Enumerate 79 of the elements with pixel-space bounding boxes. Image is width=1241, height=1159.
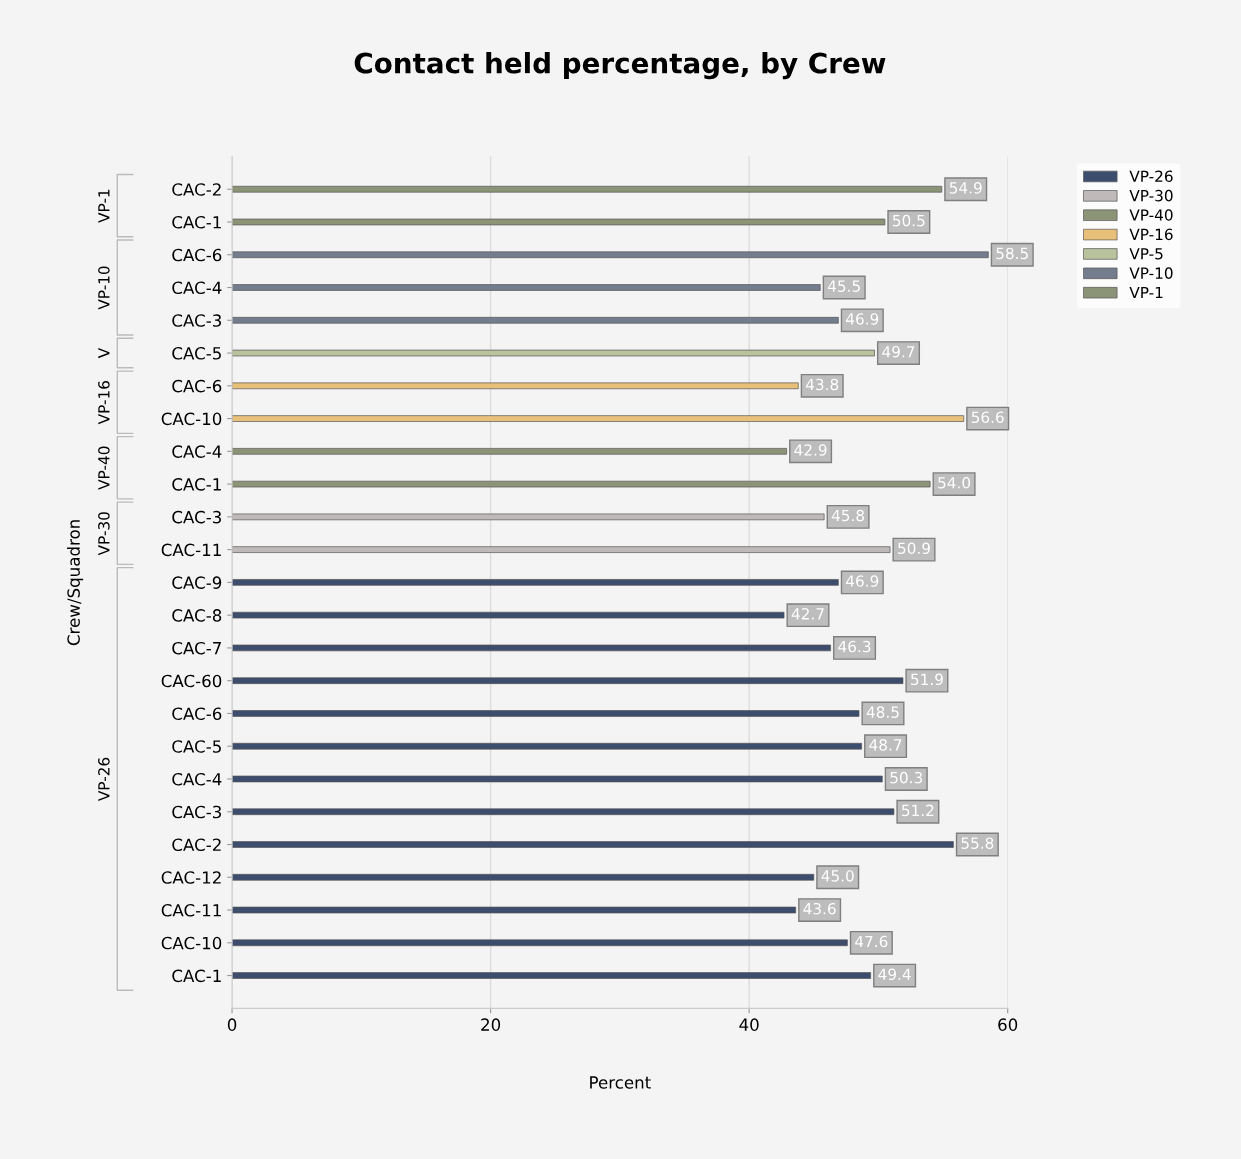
y-tick-label: CAC-1 <box>172 478 221 491</box>
text: V <box>98 347 110 359</box>
text: 45.5 <box>827 280 860 292</box>
y-tick-label: CAC-4 <box>172 281 222 295</box>
y-tick-label: CAC-4 <box>172 772 222 786</box>
y-tick-label: CAC-2 <box>172 838 221 852</box>
text: 47.6 <box>855 935 888 948</box>
legend-label: VP-1 <box>1129 286 1163 299</box>
x-tick-label: 0 <box>227 1018 237 1031</box>
text: VP-30 <box>98 512 110 556</box>
x-axis-title: Percent <box>590 1076 651 1089</box>
y-tick-label: CAC-60 <box>161 674 222 688</box>
chart-title: Contact held percentage, by Crew <box>354 52 886 80</box>
y-tick-label: CAC-7 <box>172 641 221 655</box>
bar <box>232 579 839 586</box>
y-tick-label: CAC-6 <box>172 707 222 721</box>
y-tick-label: CAC-11 <box>161 904 221 917</box>
text: 50.9 <box>898 542 930 555</box>
y-tick-label: CAC-6 <box>172 248 222 262</box>
legend-label: VP-16 <box>1129 228 1173 241</box>
y-tick-label: CAC-8 <box>172 609 222 622</box>
y-tick-label: CAC-5 <box>172 740 221 753</box>
text: 43.8 <box>805 378 839 391</box>
text: 46.3 <box>838 640 871 653</box>
text: VP-40 <box>98 446 110 490</box>
text: 51.9 <box>911 673 943 686</box>
bar <box>232 415 965 422</box>
bar <box>232 284 821 291</box>
y-tick-label: CAC-5 <box>172 347 221 360</box>
legend-label: VP-30 <box>1129 189 1173 202</box>
text: 48.5 <box>866 706 899 718</box>
text: VP-10 <box>98 266 110 310</box>
y-tick-label: CAC-11 <box>161 543 221 557</box>
y-tick-label: CAC-10 <box>161 412 222 426</box>
text: 42.9 <box>794 444 827 456</box>
x-tick-label: 60 <box>998 1018 1018 1031</box>
text: 58.5 <box>996 247 1028 260</box>
bar <box>232 972 872 979</box>
legend-label: VP-10 <box>1129 267 1173 279</box>
bar <box>232 677 904 684</box>
y-tick-label: CAC-3 <box>172 314 222 327</box>
legend-label: VP-26 <box>1129 170 1173 183</box>
text: VP-26 <box>98 757 110 801</box>
bar <box>232 841 954 848</box>
x-tick-label: 20 <box>481 1018 501 1031</box>
text: 48.7 <box>869 739 902 751</box>
text: 56.6 <box>971 411 1004 424</box>
y-tick-label: CAC-2 <box>172 183 221 196</box>
text: 46.9 <box>846 575 879 587</box>
text: 50.5 <box>893 214 925 227</box>
text: 54.0 <box>938 476 971 489</box>
y-tick-label: CAC-4 <box>172 445 222 458</box>
text: 55.8 <box>961 837 994 849</box>
y-tick-label: CAC-6 <box>172 379 222 393</box>
text: VP-1 <box>98 189 110 223</box>
text: 45.0 <box>821 870 854 882</box>
text: 49.7 <box>882 345 915 358</box>
legend-label: VP-5 <box>1129 248 1163 260</box>
y-tick-label: CAC-12 <box>161 871 221 884</box>
text: 45.8 <box>831 509 865 522</box>
text: 51.2 <box>902 804 934 817</box>
y-tick-label: CAC-9 <box>172 576 222 589</box>
y-tick-label: CAC-10 <box>161 936 222 950</box>
x-tick-label: 40 <box>739 1018 759 1031</box>
text: VP-16 <box>98 381 110 425</box>
y-tick-label: CAC-1 <box>172 969 221 983</box>
text: 43.6 <box>803 902 836 915</box>
bar <box>232 448 787 455</box>
text: 46.9 <box>846 313 879 325</box>
text: 54.9 <box>949 182 982 194</box>
legend-label: VP-40 <box>1129 209 1173 221</box>
y-tick-label: CAC-3 <box>172 510 222 524</box>
y-axis-title: Crew/Squadron <box>67 520 84 646</box>
y-tick-label: CAC-3 <box>172 805 222 819</box>
bar <box>232 710 860 717</box>
text: 49.4 <box>878 968 911 980</box>
y-tick-label: CAC-1 <box>172 215 221 229</box>
text: 42.7 <box>791 608 824 620</box>
text: 50.3 <box>890 771 923 784</box>
